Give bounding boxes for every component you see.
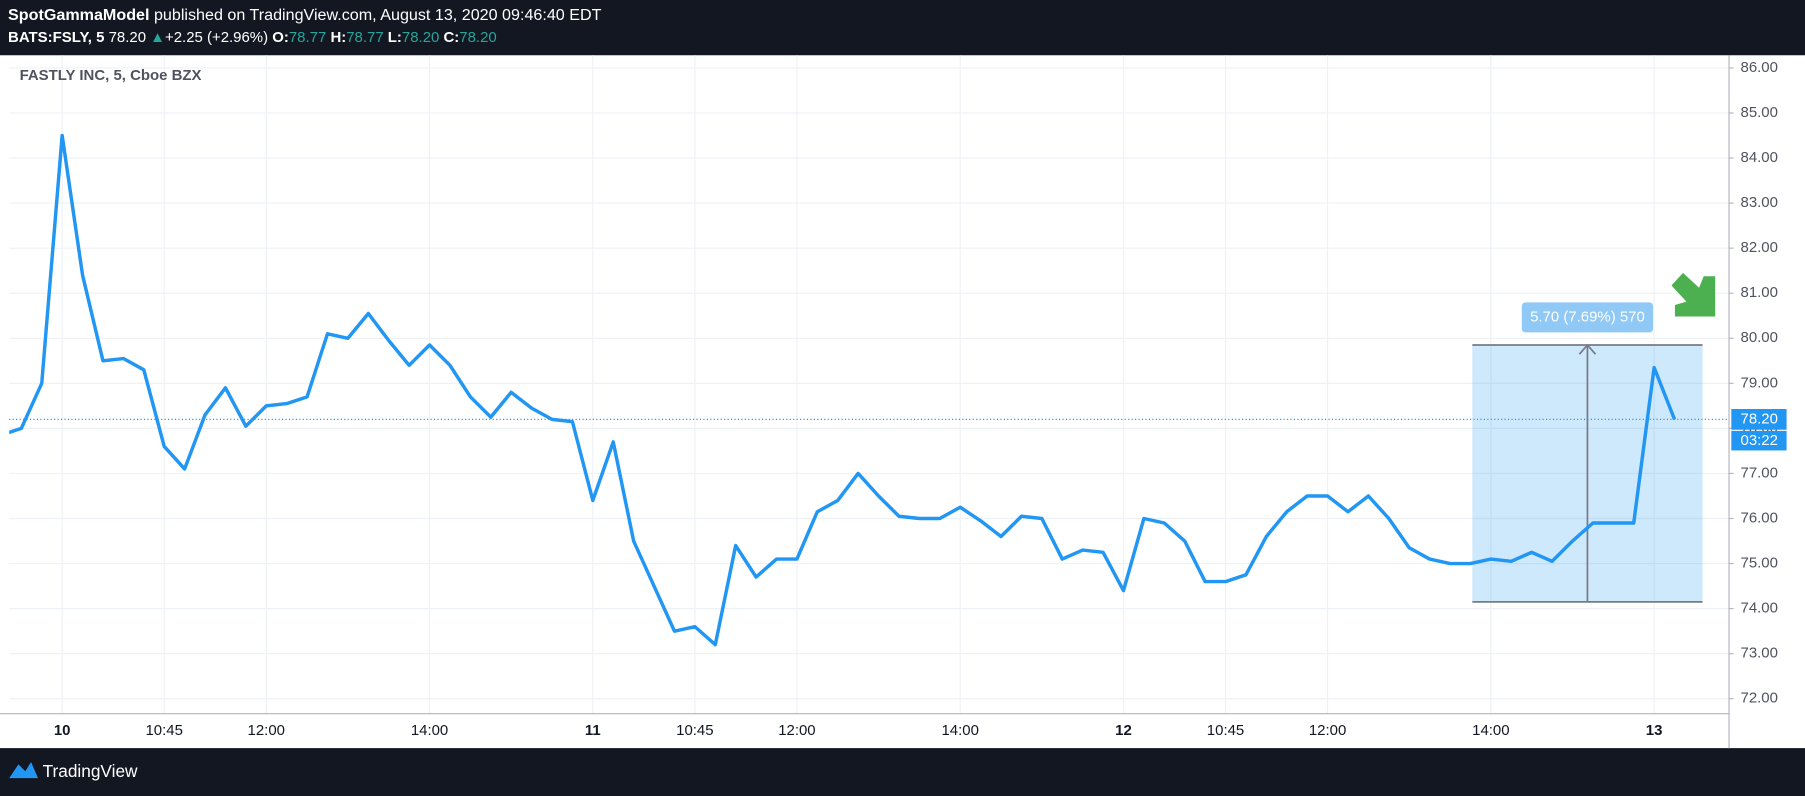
y-tick-label: 82.00	[1741, 239, 1778, 256]
y-tick-label: 76.00	[1741, 509, 1778, 526]
last-price-label: 78.20	[1741, 410, 1778, 427]
chart-title: FASTLY INC, 5, Cboe BZX	[20, 67, 202, 84]
y-tick-label: 72.00	[1741, 690, 1778, 707]
y-tick-label: 86.00	[1741, 59, 1778, 76]
x-tick-label: 12:00	[778, 722, 815, 739]
brand[interactable]: TradingView	[43, 761, 138, 781]
top-bar	[0, 0, 1805, 56]
y-tick-label: 83.00	[1741, 194, 1778, 211]
o-value: 78.77	[289, 29, 326, 46]
l-label: L:	[388, 29, 402, 46]
h-value: 78.77	[346, 29, 383, 46]
x-tick-label: 14:00	[411, 722, 448, 739]
y-tick-label: 73.00	[1741, 645, 1778, 662]
o-label: O:	[272, 29, 289, 46]
publish-line: SpotGammaModel published on TradingView.…	[8, 6, 602, 24]
measure-label: 5.70 (7.69%) 570	[1530, 308, 1645, 325]
grid	[9, 55, 1734, 714]
x-tick-label: 13	[1646, 722, 1663, 739]
x-tick-label: 12	[1115, 722, 1132, 739]
y-tick-label: 80.00	[1741, 329, 1778, 346]
countdown-box	[1731, 430, 1787, 451]
symbol: BATS:FSLY, 5	[8, 29, 104, 46]
c-value: 78.20	[459, 29, 496, 46]
y-tick-label: 79.00	[1741, 374, 1778, 391]
x-tick-label: 10:45	[146, 722, 183, 739]
y-tick-label: 81.00	[1741, 284, 1778, 301]
h-label: H:	[330, 29, 346, 46]
published: published on TradingView.com, August 13,…	[154, 6, 602, 24]
x-tick-label: 14:00	[941, 722, 978, 739]
x-tick-label: 12:00	[1309, 722, 1346, 739]
bottom-bar	[0, 748, 1805, 796]
y-tick-label: 85.00	[1741, 104, 1778, 121]
symbol-line: BATS:FSLY, 5 78.20 ▲+2.25 (+2.96%) O:78.…	[8, 29, 497, 46]
l-value: 78.20	[402, 29, 439, 46]
arrow-icon	[1671, 272, 1716, 317]
measure-label-box	[1521, 302, 1654, 333]
publisher: SpotGammaModel	[8, 6, 149, 24]
price-line	[9, 133, 1677, 647]
x-tick-label: 14:00	[1472, 722, 1509, 739]
x-tick-label: 12:00	[248, 722, 285, 739]
x-tick-label: 10:45	[676, 722, 713, 739]
marks: 5.70 (7.69%) 570	[9, 133, 1730, 647]
y-tick-label: 84.00	[1741, 149, 1778, 166]
change-arrow: ▲	[150, 29, 165, 46]
y-tick-label: 77.00	[1741, 464, 1778, 481]
y-tick-label: 75.00	[1741, 555, 1778, 572]
countdown-label: 03:22	[1741, 432, 1778, 449]
x-tick-label: 10:45	[1207, 722, 1244, 739]
price: 78.20	[109, 29, 146, 46]
logo-icon[interactable]	[9, 762, 38, 779]
y-tick-label: 74.00	[1741, 600, 1778, 617]
measure-arrow-head	[1578, 343, 1597, 355]
x-tick-label: 10	[54, 722, 71, 739]
chart-area	[0, 55, 1805, 749]
x-tick-label: 11	[585, 722, 601, 739]
change: +2.25 (+2.96%)	[165, 29, 268, 46]
c-label: C:	[444, 29, 460, 46]
last-price-box	[1731, 409, 1787, 430]
